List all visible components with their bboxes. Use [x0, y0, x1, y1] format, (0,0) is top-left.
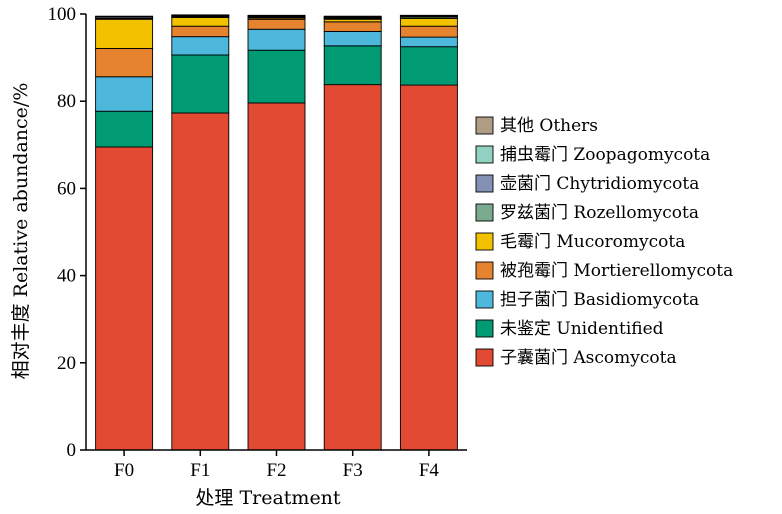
legend-label-3: 罗兹菌门 Rozellomycota — [500, 203, 699, 223]
bar-segment-F0-0 — [95, 146, 154, 451]
x-tick-label-F3: F3 — [343, 460, 363, 481]
legend-label-1: 捕虫霉门 Zoopagomycota — [500, 145, 710, 165]
bar-segment-F0-2 — [95, 76, 154, 112]
x-ticks-group: F0 F1 F2 F3 F4 — [114, 450, 439, 481]
y-tick-label-60: 60 — [57, 178, 76, 199]
legend-swatch-1 — [475, 145, 494, 164]
bar-segment-F3-2 — [323, 30, 382, 47]
x-tick-label-F0: F0 — [114, 460, 134, 481]
legend-swatch-6 — [475, 290, 494, 309]
legend-swatch-7 — [475, 319, 494, 338]
bar-segment-F2-0 — [247, 102, 306, 451]
legend-label-7: 未鉴定 Unidentified — [500, 319, 664, 339]
bars-group — [95, 14, 458, 451]
legend-swatch-2 — [475, 174, 494, 193]
x-tick-label-F1: F1 — [190, 460, 210, 481]
bar-segment-F4-0 — [399, 84, 458, 451]
x-axis-title: 处理 Treatment — [195, 487, 340, 509]
legend-label-8: 子囊菌门 Ascomycota — [500, 348, 677, 368]
bar-segment-F3-8 — [323, 15, 382, 18]
bar-segment-F3-0 — [323, 84, 382, 451]
legend-label-5: 被孢霉门 Mortierellomycota — [500, 261, 733, 281]
bar-segment-F1-0 — [171, 112, 230, 451]
bar-segment-F4-1 — [399, 46, 458, 86]
bar-segment-F3-3 — [323, 21, 382, 32]
y-tick-label-80: 80 — [57, 91, 76, 112]
bar-segment-F1-1 — [171, 54, 230, 114]
legend: 其他 Others 捕虫霉门 Zoopagomycota 壶菌门 Chytridio… — [475, 116, 733, 368]
y-tick-label-20: 20 — [57, 353, 76, 374]
y-tick-label-0: 0 — [67, 440, 77, 461]
legend-label-6: 担子菌门 Basidiomycota — [500, 290, 699, 310]
bar-segment-F2-2 — [247, 28, 306, 51]
y-tick-label-100: 100 — [48, 4, 77, 25]
legend-swatch-3 — [475, 203, 494, 222]
bar-segment-F2-1 — [247, 49, 306, 104]
legend-swatch-5 — [475, 261, 494, 280]
bar-segment-F3-1 — [323, 45, 382, 86]
bar-segment-F0-3 — [95, 47, 154, 78]
bar-segment-F2-3 — [247, 18, 306, 30]
bar-segment-F4-4 — [399, 17, 458, 27]
legend-label-2: 壶菌门 Chytridiomycota — [500, 174, 699, 194]
bar-segment-F4-3 — [399, 25, 458, 38]
bar-segment-F4-2 — [399, 36, 458, 48]
y-tick-label-40: 40 — [57, 266, 76, 287]
legend-label-4: 毛霉门 Mucoromycota — [500, 232, 685, 252]
legend-swatch-8 — [475, 348, 494, 367]
bar-segment-F1-3 — [171, 25, 230, 38]
y-axis-title: 相对丰度 Relative abundance/% — [10, 83, 32, 380]
legend-swatch-4 — [475, 232, 494, 251]
legend-label-0: 其他 Others — [500, 116, 598, 136]
legend-swatch-0 — [475, 116, 494, 135]
bar-segment-F0-1 — [95, 110, 154, 148]
x-tick-label-F4: F4 — [419, 460, 440, 481]
bar-segment-F0-4 — [95, 18, 154, 49]
bar-segment-F1-2 — [171, 36, 230, 56]
bar-segment-F1-4 — [171, 17, 230, 27]
x-tick-label-F2: F2 — [266, 460, 286, 481]
y-ticks-group: 0 20 40 60 80 100 — [48, 4, 86, 461]
